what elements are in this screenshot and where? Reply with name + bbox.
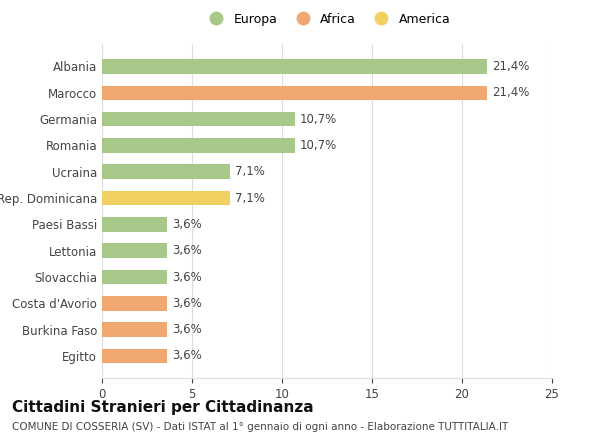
Bar (102, 349, 167, 363)
Bar (102, 243, 167, 258)
Bar (102, 59, 487, 73)
Text: 10,7%: 10,7% (300, 113, 337, 125)
Text: Cittadini Stranieri per Cittadinanza: Cittadini Stranieri per Cittadinanza (12, 400, 314, 415)
Bar (102, 270, 167, 284)
Text: 3,6%: 3,6% (172, 349, 202, 363)
Text: 7,1%: 7,1% (235, 191, 265, 205)
Bar (102, 323, 167, 337)
Text: 3,6%: 3,6% (172, 218, 202, 231)
Text: COMUNE DI COSSERIA (SV) - Dati ISTAT al 1° gennaio di ogni anno - Elaborazione T: COMUNE DI COSSERIA (SV) - Dati ISTAT al … (12, 422, 508, 433)
Text: 10,7%: 10,7% (300, 139, 337, 152)
Text: 21,4%: 21,4% (493, 60, 530, 73)
Text: 3,6%: 3,6% (172, 297, 202, 310)
Bar (102, 112, 295, 126)
Bar (102, 217, 167, 231)
Text: 21,4%: 21,4% (493, 86, 530, 99)
Text: 3,6%: 3,6% (172, 244, 202, 257)
Bar (102, 165, 230, 179)
Legend: Europa, Africa, America: Europa, Africa, America (201, 10, 453, 28)
Bar (102, 296, 167, 311)
Bar (102, 138, 295, 153)
Bar (102, 191, 230, 205)
Text: 3,6%: 3,6% (172, 271, 202, 283)
Text: 7,1%: 7,1% (235, 165, 265, 178)
Bar (102, 85, 487, 100)
Text: 3,6%: 3,6% (172, 323, 202, 336)
